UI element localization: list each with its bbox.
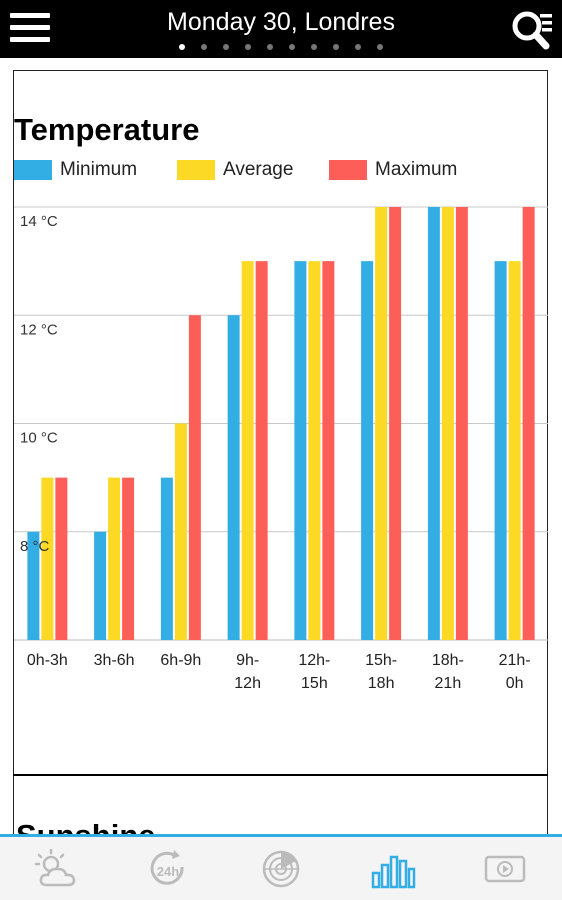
bar-minimum	[494, 261, 507, 640]
x-tick-label: 3h-6h	[94, 652, 135, 669]
section-divider	[13, 774, 548, 776]
search-list-icon	[512, 11, 552, 50]
bar-average	[108, 477, 121, 640]
24h-icon: 24h	[150, 850, 184, 885]
y-tick-label: 10 °C	[20, 430, 58, 447]
weather-icon	[34, 848, 76, 887]
x-tick-label: 12h-	[298, 652, 330, 669]
page-dot	[311, 44, 317, 50]
bottom-nav: 24h	[0, 834, 562, 900]
bar-average	[308, 261, 321, 640]
bar-minimum	[427, 207, 440, 640]
x-tick-label: 12h	[234, 675, 261, 692]
x-tick-label: 0h-3h	[27, 652, 68, 669]
bar-maximum	[122, 477, 135, 640]
x-tick-label: 9h-	[236, 652, 259, 669]
bar-minimum	[94, 531, 107, 640]
bar-minimum	[227, 315, 240, 640]
bar-maximum	[55, 477, 68, 640]
x-tick-label: 6h-9h	[160, 652, 201, 669]
x-tick-label: 21h	[435, 675, 462, 692]
x-tick-label: 15h-	[365, 652, 397, 669]
bar-minimum	[361, 261, 374, 640]
svg-text:24h: 24h	[157, 864, 179, 879]
page-dot	[201, 44, 207, 50]
menu-icon	[10, 13, 50, 18]
sunshine-title: Sunshine	[16, 818, 156, 836]
menu-icon-line	[10, 25, 50, 30]
page-dot	[333, 44, 339, 50]
page-dot	[289, 44, 295, 50]
x-tick-label: 18h	[368, 675, 395, 692]
page-dot	[267, 44, 273, 50]
page-indicator	[0, 44, 562, 50]
legend-label-average: Average	[223, 159, 294, 180]
page-dot-active	[179, 44, 185, 50]
bar-maximum	[322, 261, 335, 640]
sunshine-section: Sunshine	[13, 776, 548, 836]
legend-swatch-minimum	[14, 160, 52, 180]
temperature-card	[13, 70, 548, 775]
page-dot	[377, 44, 383, 50]
y-tick-label: 14 °C	[20, 213, 58, 230]
top-bar: Monday 30, Londres	[0, 0, 562, 58]
legend-swatch-maximum	[329, 160, 367, 180]
page-dot	[245, 44, 251, 50]
bar-average	[241, 261, 254, 640]
nav-24h[interactable]: 24h	[144, 847, 194, 891]
bar-minimum	[294, 261, 307, 640]
bar-average	[41, 477, 54, 640]
radar-icon	[262, 850, 300, 888]
nav-radar[interactable]	[256, 847, 306, 891]
x-tick-label: 0h	[506, 675, 524, 692]
menu-icon-line	[10, 37, 50, 42]
search-list-button[interactable]	[508, 8, 556, 52]
bar-average	[508, 261, 521, 640]
page-dot	[355, 44, 361, 50]
bar-minimum	[27, 531, 40, 640]
bar-average	[174, 423, 187, 640]
temperature-chart: 8 °C 10 °C 12 °C 14 °C 0h-3h 3h-6h 6h-9h 9h- 12h…	[14, 206, 548, 692]
nav-charts[interactable]	[368, 847, 418, 891]
menu-button[interactable]	[10, 13, 50, 45]
legend-label-minimum: Minimum	[60, 159, 138, 180]
bar-maximum	[255, 261, 268, 640]
nav-weather[interactable]	[32, 847, 82, 891]
bar-maximum	[389, 207, 402, 640]
x-tick-label: 15h	[301, 675, 328, 692]
y-tick-label: 8 °C	[20, 538, 50, 555]
page-title: Monday 30, Londres	[167, 8, 395, 36]
bar-maximum	[455, 207, 468, 640]
page-dot	[223, 44, 229, 50]
bar-minimum	[160, 477, 173, 640]
bar-average	[441, 207, 454, 640]
bar-maximum	[522, 207, 535, 640]
bar-average	[375, 207, 388, 640]
y-tick-label: 12 °C	[20, 321, 58, 338]
legend-swatch-average	[177, 160, 215, 180]
bar-maximum	[188, 315, 201, 640]
bar-chart-icon	[371, 855, 416, 889]
video-icon	[484, 855, 526, 883]
x-tick-label: 18h-	[432, 652, 464, 669]
chart-title: Temperature	[14, 112, 200, 147]
x-tick-label: 21h-	[499, 652, 531, 669]
legend-label-maximum: Maximum	[375, 159, 458, 180]
nav-video[interactable]	[480, 847, 530, 891]
